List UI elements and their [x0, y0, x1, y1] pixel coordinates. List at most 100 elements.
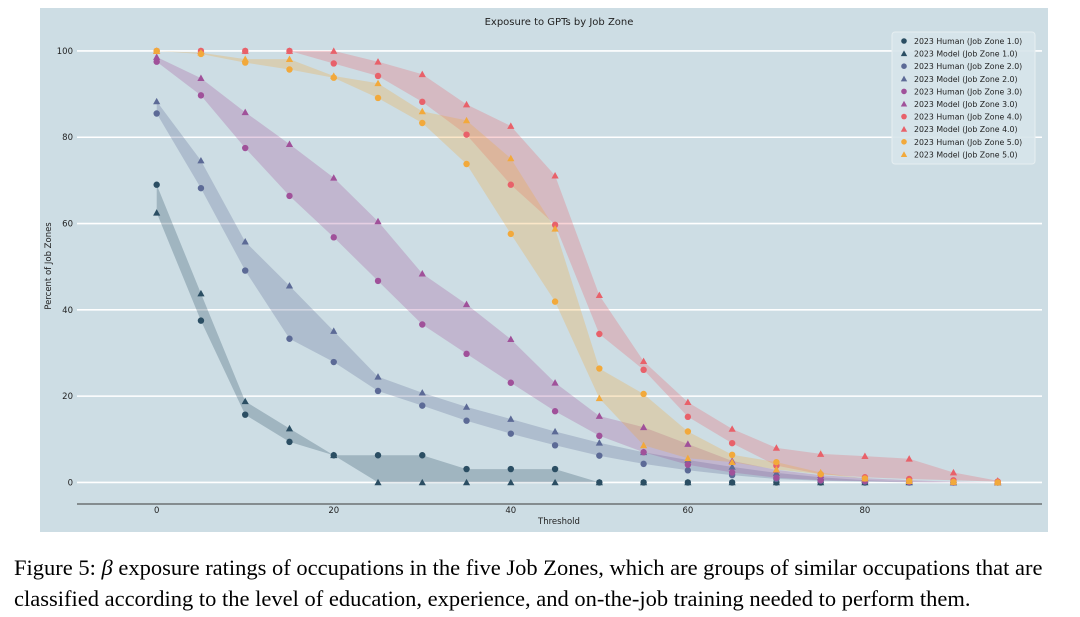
zone-1-human-point-15: [286, 438, 293, 446]
zone-3-human-point-10: [242, 144, 249, 152]
zone-4-model-point-85: [905, 455, 913, 462]
zone-1-model-point-45: [551, 478, 559, 486]
legend-marker-zone-2-model: [900, 75, 908, 82]
zone-5-model-point-25: [374, 79, 382, 87]
chart-title: Exposure to GPTs by Job Zone: [485, 17, 634, 28]
zone-1-model-point-25: [374, 478, 382, 486]
zone-4-model-point-90: [949, 468, 958, 476]
zone-4-model-point-50: [595, 291, 603, 299]
zone-5-model-point-55: [640, 441, 648, 449]
zone-5-model-point-90: [949, 478, 958, 485]
zone-1-human-point-5: [197, 317, 205, 324]
zone-2-human-point-5: [197, 184, 205, 192]
y-tick-label-60: 60: [62, 220, 73, 230]
chart-background: [40, 8, 1048, 532]
legend-label-zone-5-model: 2023 Model (Job Zone 5.0): [914, 150, 1018, 159]
zone-1-human-point-0: [153, 181, 160, 188]
caption-beta-symbol: β: [101, 555, 113, 580]
zone-3-model-point-20: [330, 174, 338, 181]
zone-3-human-point-30: [419, 321, 426, 328]
legend-marker-zone-5-model: [900, 151, 908, 157]
zone-2-model-point-10: [241, 238, 249, 245]
zone-4-human-point-55: [640, 366, 647, 374]
zone-3-model-point-50: [595, 412, 603, 419]
zone-1-human-point-35: [463, 465, 470, 473]
zone-4-model-point-75: [817, 450, 825, 457]
zone-2-human-point-55: [640, 460, 647, 468]
zone-5-model-point-20: [330, 72, 338, 79]
zone-5-model-point-60: [684, 454, 692, 462]
zone-1-model-point-65: [728, 478, 736, 486]
series-bands: [156, 50, 998, 483]
zone-2-human-point-40: [507, 430, 515, 437]
zone-5-model-point-30: [418, 107, 426, 115]
zone-4-model-point-10: [241, 47, 249, 54]
zone-4-human-point-30: [419, 98, 426, 106]
zone-3-human-point-0: [153, 58, 160, 65]
zone-2-model-point-30: [418, 389, 426, 396]
legend-marker-zone-4-model: [900, 126, 908, 132]
legend-label-zone-3-model: 2023 Model (Job Zone 3.0): [914, 100, 1018, 109]
zone-3-human-point-70: [773, 474, 780, 481]
zone-2-human-point-20: [330, 358, 337, 366]
zone-4-human-point-35: [463, 131, 470, 138]
caption-prefix: Figure 5:: [14, 555, 102, 580]
zone-4-model-point-55: [640, 357, 648, 365]
zone-5-model-point-10: [241, 55, 249, 63]
figure-caption: Figure 5: β exposure ratings of occupati…: [14, 552, 1074, 614]
zone-5-human-point-60: [684, 428, 692, 435]
zone-3-human-point-65: [728, 469, 736, 476]
zone-3-human-point-5: [197, 92, 205, 99]
legend-label-zone-4-human: 2023 Human (Job Zone 4.0): [914, 113, 1022, 122]
y-tick-label-40: 40: [62, 306, 73, 316]
zone-2-human-point-15: [286, 335, 293, 342]
zone-5-model-point-35: [462, 116, 471, 124]
zone-4-model-point-20: [330, 47, 338, 54]
legend-box: [891, 31, 1036, 165]
zone-3-human-point-75: [817, 477, 824, 484]
zone-5-human-point-65: [728, 451, 736, 459]
zone-4-human-point-20: [330, 60, 337, 67]
zone-4-model-point-45: [551, 172, 559, 179]
zone-3-human-point-60: [684, 461, 692, 468]
zone-3-model-point-15: [285, 140, 294, 148]
zone-1-human-point-30: [419, 452, 426, 459]
zone-1-model-point-60: [684, 478, 692, 486]
zone-3-human-point-40: [507, 379, 515, 386]
chart-figure: 0 20 40 60 80 100 0 20 40 60 80 Exposure to GPTs b…: [40, 8, 1048, 532]
x-tick-label-60: 60: [682, 506, 693, 516]
legend-marker-zone-1-model: [900, 50, 908, 57]
zone-1-human-point-45: [551, 465, 559, 473]
grid-lines: [77, 50, 1042, 484]
zone-4-model-point-40: [507, 122, 515, 129]
zone-1-model-point-15: [285, 424, 294, 432]
y-tick-label-0: 0: [68, 478, 73, 488]
zone-2-model-point-5: [197, 156, 205, 164]
zone-5-model-point-75: [817, 468, 825, 476]
x-tick-label-80: 80: [860, 506, 871, 516]
series-markers: [153, 47, 1002, 486]
zone-5-model-point-0: [153, 47, 161, 54]
zone-3-model-point-5: [197, 74, 205, 82]
x-tick-label-40: 40: [505, 506, 516, 516]
zone-1-model-point-55: [640, 478, 648, 486]
chart-svg: 0 20 40 60 80 100 0 20 40 60 80 Exposure to GPTs b…: [40, 8, 1048, 532]
zone-5-human-point-35: [463, 160, 470, 168]
y-axis-label: Percent of Job Zones: [44, 222, 54, 310]
zone-3-human-point-55: [640, 449, 647, 456]
zone-3-model-point-30: [418, 269, 426, 277]
zone-3-model-point-35: [462, 300, 471, 308]
x-axis-label: Threshold: [537, 517, 580, 527]
zone-1-human-point-10: [242, 411, 249, 418]
zone-4-band: [156, 50, 998, 482]
zone-3-human-point-25: [374, 277, 382, 285]
zone-2-model-point-35: [462, 403, 471, 410]
zone-4-model-point-80: [861, 452, 869, 459]
y-tick-label-20: 20: [62, 392, 73, 402]
zone-1-model-point-30: [418, 478, 426, 486]
zone-3-model-point-55: [640, 423, 648, 431]
legend-marker-zone-5-human: [901, 139, 907, 145]
zone-3-model-point-10: [241, 108, 249, 116]
zone-5-human-point-55: [640, 390, 647, 398]
zone-2-model-point-0: [153, 97, 161, 105]
